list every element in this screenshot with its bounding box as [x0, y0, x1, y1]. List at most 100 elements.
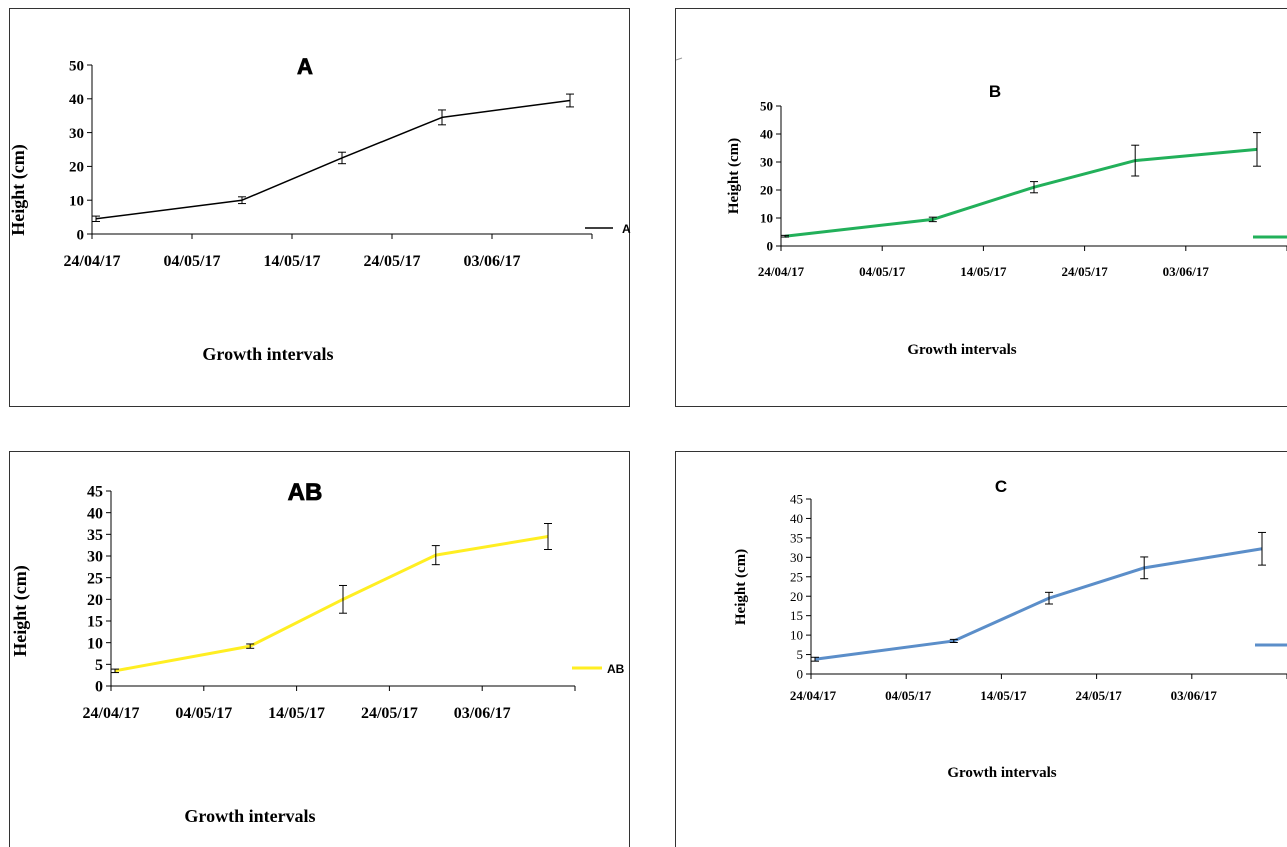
y-tick-label: 15 — [790, 608, 803, 623]
y-tick-label: 0 — [797, 667, 804, 682]
chart-frame — [675, 451, 1287, 847]
x-axis-title: Growth intervals — [202, 344, 333, 364]
y-tick-label: 50 — [69, 58, 84, 74]
y-tick-label: 25 — [790, 569, 803, 584]
y-tick-label: 0 — [77, 227, 85, 243]
chart-title: AB — [288, 479, 323, 506]
y-tick-label: 20 — [790, 589, 803, 604]
y-tick-label: 30 — [790, 550, 803, 565]
x-tick-label: 04/05/17 — [175, 705, 232, 722]
error-bar — [1253, 132, 1261, 167]
x-tick-label: 03/06/17 — [454, 705, 511, 722]
y-tick-label: 10 — [760, 211, 773, 226]
error-bar — [781, 234, 789, 238]
y-tick-label: 25 — [87, 570, 103, 587]
error-bar — [928, 216, 937, 223]
error-bar — [566, 93, 574, 108]
error-bar — [949, 638, 958, 643]
chart-panel-4: 0 5 10 15 20 25 30 35 40 45 24/04/17 04/05/17 14/05/… — [675, 451, 1287, 847]
error-bar — [431, 545, 440, 566]
error-bar — [339, 584, 347, 614]
y-tick-label: 10 — [790, 628, 803, 643]
legend-label: A — [622, 222, 631, 236]
x-axis-title: Growth intervals — [907, 342, 1016, 358]
x-tick-label: 04/05/17 — [164, 253, 221, 270]
chart-title: B — [989, 82, 1001, 101]
error-bar — [544, 523, 552, 550]
x-tick-label: 14/05/17 — [980, 688, 1027, 703]
y-tick-label: 40 — [69, 92, 84, 108]
error-bar — [438, 109, 446, 126]
legend-label: AB — [607, 662, 625, 676]
y-tick-label: 30 — [87, 549, 103, 566]
chart-panel-3: 0 5 10 15 20 25 30 35 40 45 24/04/17 04/05/17 14/05/… — [9, 451, 630, 847]
y-tick-label: 20 — [87, 592, 103, 609]
series-line-series — [814, 547, 1263, 661]
error-bar — [1045, 591, 1053, 605]
error-bar — [811, 656, 819, 662]
y-axis-title: Height (cm) — [8, 144, 29, 235]
y-axis-title: Height (cm) — [733, 549, 749, 625]
error-bar — [111, 668, 119, 674]
error-bar — [338, 151, 346, 165]
y-tick-label: 10 — [69, 193, 84, 209]
frame-artifact — [675, 57, 683, 61]
error-bar — [1140, 556, 1149, 580]
x-tick-label: 24/05/17 — [1061, 264, 1108, 279]
chart-frame — [675, 8, 1287, 407]
x-tick-label: 24/05/17 — [364, 253, 421, 270]
x-tick-label: 24/04/17 — [758, 264, 805, 279]
y-tick-label: 30 — [69, 126, 84, 142]
y-tick-label: 5 — [797, 647, 804, 662]
x-tick-label: 24/05/17 — [361, 705, 418, 722]
y-tick-label: 40 — [790, 511, 803, 526]
error-bar — [238, 196, 246, 205]
y-tick-label: 15 — [87, 614, 103, 631]
y-axis-title: Height (cm) — [726, 138, 742, 214]
y-tick-label: 5 — [95, 657, 103, 674]
y-tick-label: 40 — [87, 505, 103, 522]
x-tick-label: 04/05/17 — [859, 264, 906, 279]
x-tick-label: 14/05/17 — [268, 705, 325, 722]
y-tick-label: 10 — [87, 635, 103, 652]
chart-panel-2: 0 10 20 30 40 50 24/04/17 04/05/17 14/05/17 24/05… — [675, 8, 1287, 407]
x-tick-label: 24/04/17 — [83, 705, 140, 722]
y-tick-label: 45 — [790, 492, 803, 507]
y-axis-title: Height (cm) — [10, 565, 31, 656]
x-tick-label: 03/06/17 — [464, 253, 521, 270]
y-tick-label: 20 — [760, 183, 773, 198]
chart-frame — [9, 451, 630, 847]
y-tick-label: 20 — [69, 160, 84, 176]
y-tick-label: 30 — [760, 155, 773, 170]
x-tick-label: 03/06/17 — [1171, 688, 1218, 703]
chart-title: C — [995, 477, 1007, 496]
chart-title: A — [297, 54, 313, 79]
x-tick-label: 24/04/17 — [790, 688, 837, 703]
x-tick-label: 24/05/17 — [1075, 688, 1122, 703]
x-tick-label: 14/05/17 — [264, 253, 321, 270]
error-bar — [1131, 144, 1140, 177]
x-axis-title: Growth intervals — [184, 806, 315, 826]
chart-panel-1: 0 10 20 30 40 50 24/04/17 04/05/17 14/05/17 24/05… — [8, 8, 631, 407]
error-bar — [246, 643, 255, 649]
y-tick-label: 50 — [760, 99, 773, 114]
series-line-ab — [114, 535, 549, 673]
y-tick-label: 0 — [95, 679, 103, 696]
x-tick-label: 24/04/17 — [64, 253, 121, 270]
chart-frame — [9, 8, 630, 407]
x-tick-label: 04/05/17 — [885, 688, 932, 703]
x-tick-label: 14/05/17 — [960, 264, 1007, 279]
error-bar — [1258, 531, 1266, 566]
series-line-series — [784, 147, 1258, 238]
y-tick-label: 45 — [87, 484, 103, 501]
error-bar — [92, 215, 100, 222]
y-tick-label: 40 — [760, 127, 773, 142]
y-tick-label: 35 — [790, 530, 803, 545]
x-axis-title: Growth intervals — [947, 765, 1056, 781]
series-line-a — [95, 99, 571, 220]
error-bar — [1030, 181, 1038, 194]
y-tick-label: 35 — [87, 527, 103, 544]
x-tick-label: 03/06/17 — [1163, 264, 1210, 279]
y-tick-label: 0 — [767, 239, 774, 254]
